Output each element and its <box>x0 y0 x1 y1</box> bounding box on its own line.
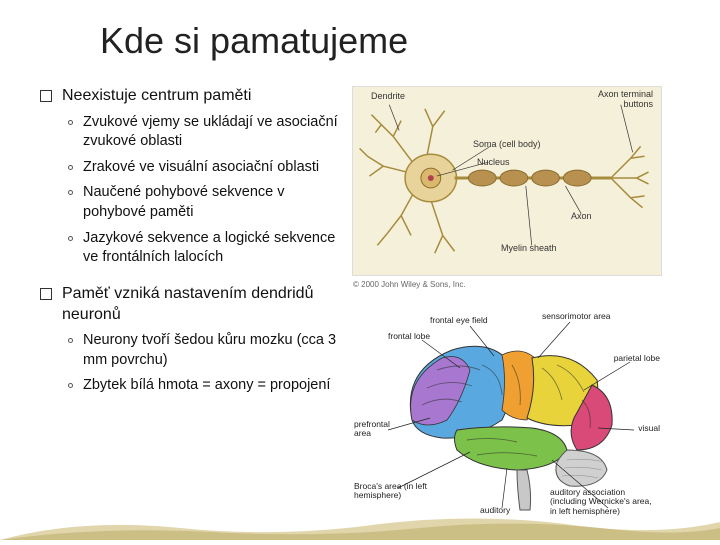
brain-label-frontal-lobe: frontal lobe <box>388 332 430 341</box>
circle-bullet-icon <box>68 236 73 241</box>
bullet-level2: Naučené pohybové sekvence v pohybové pam… <box>68 183 340 222</box>
neuron-diagram: Dendrite Axon terminal buttons Soma (cel… <box>352 86 662 276</box>
bullet-level2: Zvukové vjemy se ukládají ve asociační z… <box>68 113 340 152</box>
list-item: Zvukové vjemy se ukládají ve asociační z… <box>83 113 340 152</box>
brain-label-parietal: parietal lobe <box>614 354 660 363</box>
bullet-level2: Zrakové ve visuální asociační oblasti <box>68 158 340 178</box>
square-bullet-icon <box>40 90 52 102</box>
square-bullet-icon <box>40 288 52 300</box>
bullet-level1: Paměť vzniká nastavením dendridů neuronů <box>40 284 340 326</box>
brain-diagram: frontal eye field sensorimotor area fron… <box>352 310 662 520</box>
text-column: Neexistuje centrum paměti Zvukové vjemy … <box>40 86 340 520</box>
bullet-level2: Neurony tvoří šedou kůru mozku (cca 3 mm… <box>68 331 340 370</box>
brain-label-broca: Broca's area (in left hemisphere) <box>354 482 444 501</box>
brain-label-frontal-eye: frontal eye field <box>430 316 488 325</box>
list-item: Zrakové ve visuální asociační oblasti <box>83 158 319 178</box>
circle-bullet-icon <box>68 338 73 343</box>
neuron-label-axon-terminal: Axon terminal buttons <box>593 89 653 109</box>
circle-bullet-icon <box>68 190 73 195</box>
circle-bullet-icon <box>68 165 73 170</box>
circle-bullet-icon <box>68 120 73 125</box>
brain-label-sensorimotor: sensorimotor area <box>542 312 611 321</box>
list-item: Naučené pohybové sekvence v pohybové pam… <box>83 183 340 222</box>
list-item: Neurony tvoří šedou kůru mozku (cca 3 mm… <box>83 331 340 370</box>
footer-decoration <box>0 510 720 540</box>
section-heading: Paměť vzniká nastavením dendridů neuronů <box>62 284 340 326</box>
content-row: Neexistuje centrum paměti Zvukové vjemy … <box>40 86 690 520</box>
neuron-label-soma: Soma (cell body) <box>473 139 541 149</box>
brain-label-visual: visual <box>638 424 660 433</box>
list-item: Zbytek bílá hmota = axony = propojení <box>83 376 330 396</box>
slide: Kde si pamatujeme Neexistuje centrum pam… <box>0 0 720 540</box>
image-column: Dendrite Axon terminal buttons Soma (cel… <box>352 86 690 520</box>
neuron-credit: © 2000 John Wiley & Sons, Inc. <box>353 280 466 289</box>
list-item: Jazykové sekvence a logické sekvence ve … <box>83 229 340 268</box>
circle-bullet-icon <box>68 383 73 388</box>
page-title: Kde si pamatujeme <box>100 20 690 62</box>
brain-label-prefrontal: prefrontal area <box>354 420 406 439</box>
neuron-label-nucleus: Nucleus <box>477 157 510 167</box>
neuron-label-myelin: Myelin sheath <box>501 243 557 253</box>
bullet-level1: Neexistuje centrum paměti <box>40 86 340 107</box>
neuron-label-dendrite: Dendrite <box>371 91 405 101</box>
bullet-level2: Jazykové sekvence a logické sekvence ve … <box>68 229 340 268</box>
neuron-label-axon: Axon <box>571 211 592 221</box>
bullet-level2: Zbytek bílá hmota = axony = propojení <box>68 376 340 396</box>
section-heading: Neexistuje centrum paměti <box>62 86 251 107</box>
